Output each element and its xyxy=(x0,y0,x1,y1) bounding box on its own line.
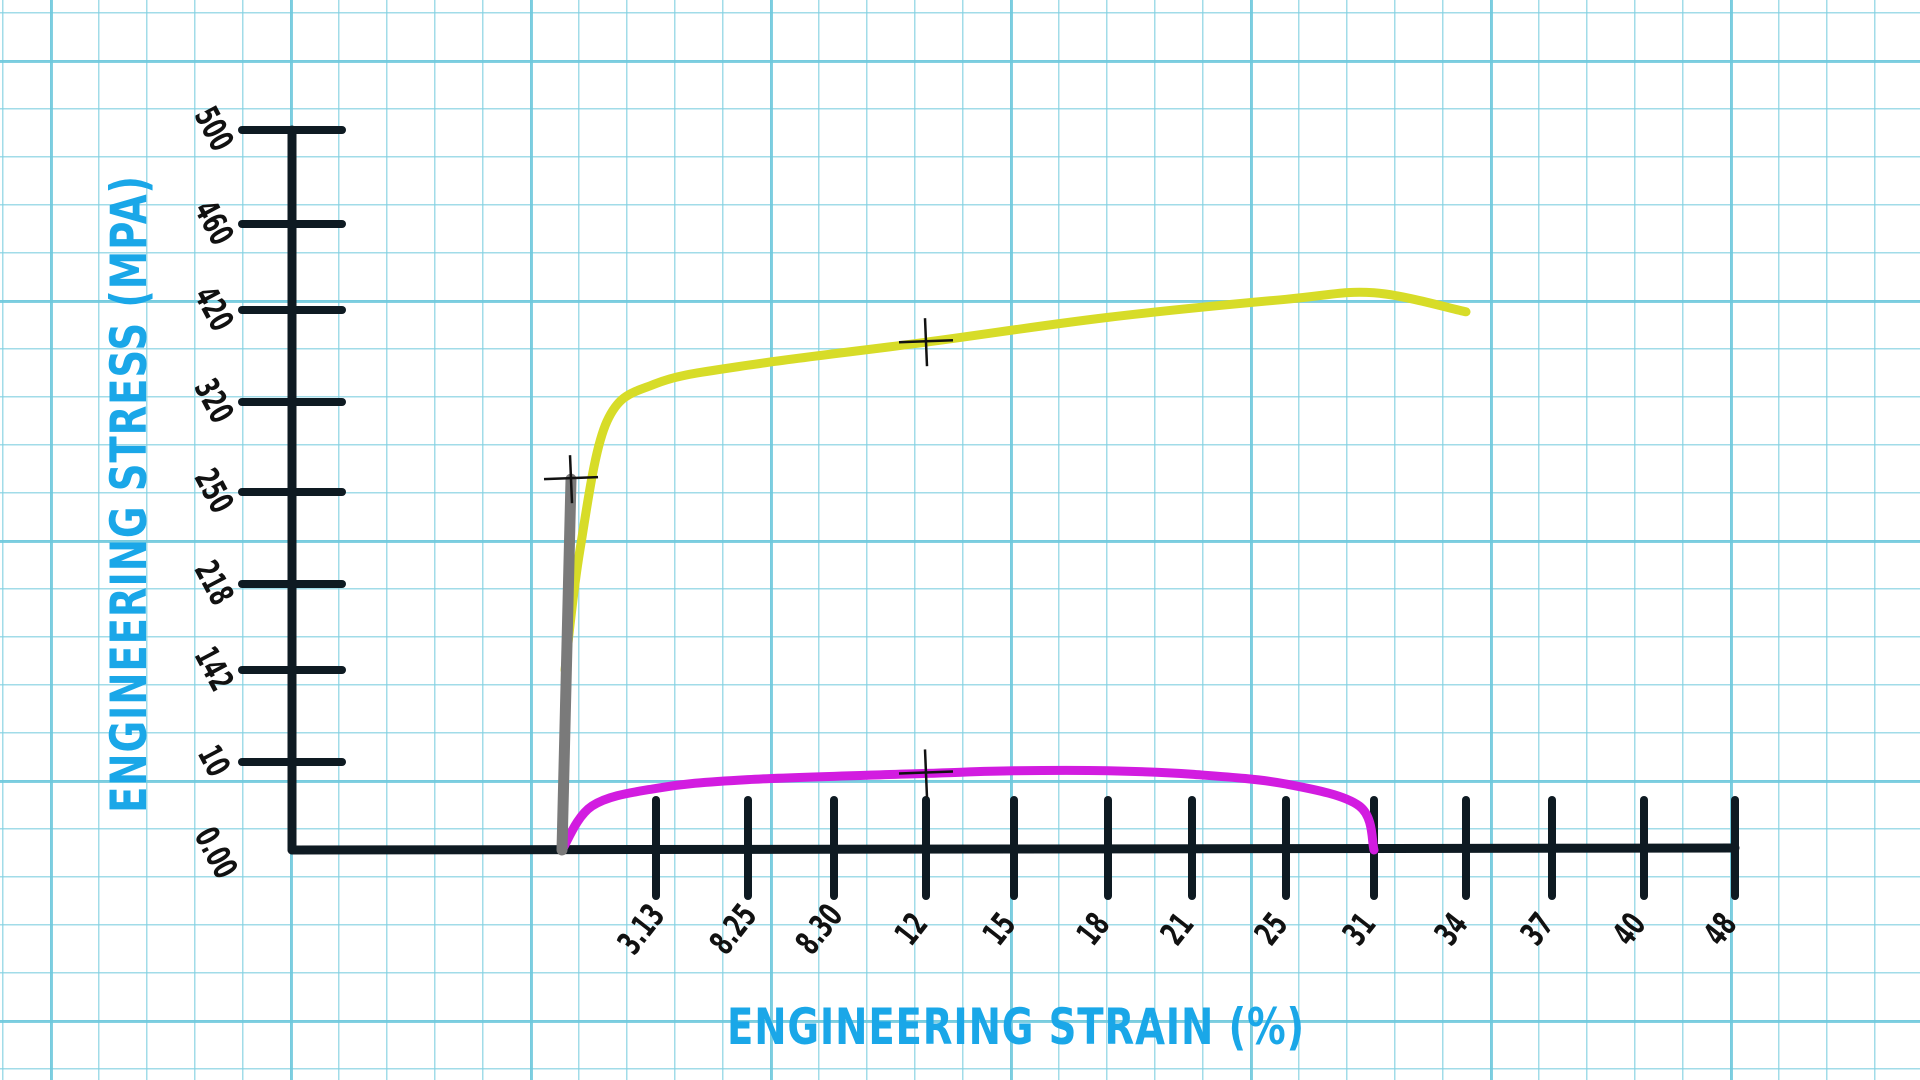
y-tick-label: 10 xyxy=(190,738,238,782)
marker-cross-v xyxy=(923,749,929,798)
y-tick-label: 218 xyxy=(187,554,242,611)
y-tick-label: 420 xyxy=(187,280,242,337)
x-tick-label: 8.30 xyxy=(787,896,850,961)
y-tick-label: 250 xyxy=(187,462,242,519)
x-tick-label: 37 xyxy=(1512,905,1561,952)
x-tick-label: 40 xyxy=(1604,905,1653,952)
y-axis-ticks xyxy=(238,126,346,766)
y-tick-label: 142 xyxy=(187,640,242,697)
magenta-curve xyxy=(557,765,1379,855)
x-tick-label: 12 xyxy=(886,905,935,952)
y-tick-label: 500 xyxy=(187,100,242,157)
x-tick-label: 31 xyxy=(1334,905,1383,952)
gray-curve xyxy=(556,473,577,856)
y-tick-label: 0.00 xyxy=(187,820,246,884)
axes xyxy=(287,125,1740,855)
yellow-curve xyxy=(560,287,1471,675)
x-axis-title: ENGINEERING STRAIN (%) xyxy=(727,999,1305,1056)
curves xyxy=(556,287,1471,856)
marker-cross-v xyxy=(923,318,929,367)
marker-cross-v xyxy=(568,455,574,504)
x-tick-label: 34 xyxy=(1426,905,1475,952)
x-tick-label: 21 xyxy=(1152,905,1201,952)
y-axis-title: ENGINEERING STRESS (MPA) xyxy=(101,175,158,813)
y-tick-label: 460 xyxy=(187,194,242,251)
markers xyxy=(543,318,954,798)
y-axis-tick-labels: 0.00 10 142 218 250 320 420 460 500 xyxy=(187,100,246,885)
x-tick-label: 25 xyxy=(1246,905,1295,952)
x-tick-label: 15 xyxy=(974,905,1023,952)
x-tick-label: 48 xyxy=(1695,905,1744,952)
x-tick-label: 3.13 xyxy=(609,896,672,961)
x-axis-tick-labels: 3.13 8.25 8.30 12 15 18 21 25 31 34 37 40 48 xyxy=(609,896,1744,961)
y-tick-label: 320 xyxy=(187,372,242,429)
x-tick-label: 18 xyxy=(1068,905,1117,952)
x-tick-label: 8.25 xyxy=(701,896,764,961)
